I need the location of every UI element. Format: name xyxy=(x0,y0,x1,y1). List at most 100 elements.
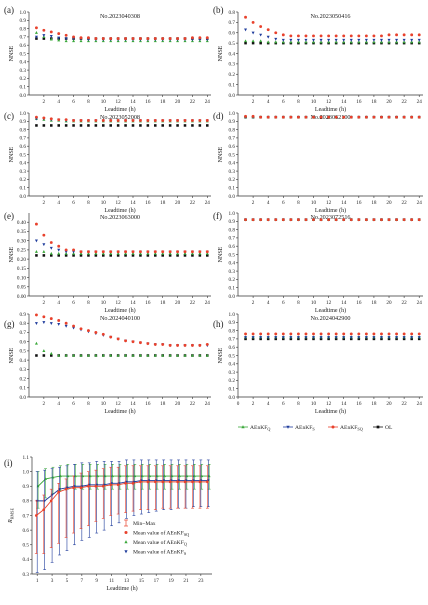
data-point xyxy=(319,336,323,339)
error-bar xyxy=(154,459,158,512)
data-point xyxy=(191,36,194,40)
error-bar xyxy=(124,465,127,513)
data-point xyxy=(387,33,391,37)
data-point xyxy=(251,114,255,118)
data-point xyxy=(402,33,406,37)
error-bar xyxy=(79,472,83,529)
y-tick-label: 0.9 xyxy=(229,320,236,326)
y-tick-label: 0.9 xyxy=(23,484,30,490)
data-point xyxy=(183,250,187,254)
data-point xyxy=(79,39,83,43)
error-bar xyxy=(43,469,47,570)
error-bar xyxy=(168,465,172,509)
x-tick-label: 3 xyxy=(51,578,54,584)
series-aenkf_sq xyxy=(244,114,421,119)
data-point xyxy=(176,250,179,254)
y-axis-label: NNSE xyxy=(9,246,15,262)
data-point xyxy=(281,40,285,44)
data-point xyxy=(42,315,46,319)
error-bar xyxy=(132,459,136,516)
y-tick-label: 0.3 xyxy=(20,367,27,373)
panel-label: (f) xyxy=(213,211,222,221)
y-axis-label: NNSE xyxy=(9,45,15,61)
x-tick-label: 20 xyxy=(386,401,392,407)
y-tick-label: 0.4 xyxy=(229,261,236,267)
data-point xyxy=(124,339,127,343)
data-point xyxy=(57,323,61,326)
data-point xyxy=(42,34,46,37)
data-point xyxy=(372,218,376,222)
data-point xyxy=(42,254,46,257)
chart-panel-i: (i)0.30.40.50.60.70.80.91.01.11 3 5 7 9 11 13 1… xyxy=(4,455,212,592)
data-point xyxy=(395,336,399,339)
data-point xyxy=(410,33,414,37)
data-point xyxy=(312,336,316,339)
data-point xyxy=(161,124,164,127)
data-point xyxy=(79,119,83,122)
x-tick-label: 16 xyxy=(145,300,151,306)
y-tick-label: 0.5 xyxy=(20,349,27,355)
data-point xyxy=(139,250,142,254)
error-bar xyxy=(139,465,142,510)
data-point xyxy=(109,335,113,339)
data-point xyxy=(72,35,75,39)
y-tick-label: 0.3 xyxy=(229,269,236,275)
data-point xyxy=(154,254,157,257)
panel-label: (c) xyxy=(4,111,14,121)
x-tick-label: 20 xyxy=(386,300,392,306)
x-tick-label: 4 xyxy=(267,200,270,206)
y-tick-label: 0.7 xyxy=(229,20,236,26)
data-point xyxy=(139,341,142,345)
data-point xyxy=(289,40,293,44)
y-tick-label: 0.0 xyxy=(229,194,236,200)
data-point xyxy=(395,40,399,44)
data-point xyxy=(57,251,61,255)
data-point xyxy=(116,353,120,357)
data-point xyxy=(161,353,165,357)
data-point xyxy=(387,336,391,339)
legend-item: Mean value of AEnKFQ xyxy=(124,539,187,547)
legend-label: AEnKFQ xyxy=(250,425,270,432)
data-point xyxy=(289,218,293,222)
panel-title: No.2023050416 xyxy=(310,13,350,20)
data-point xyxy=(131,119,135,122)
data-point xyxy=(334,40,338,44)
y-tick-label: 0.2 xyxy=(20,376,27,382)
x-tick-label: 10 xyxy=(101,300,107,306)
x-tick-label: 22 xyxy=(402,200,408,206)
error-bar xyxy=(72,464,76,546)
data-point xyxy=(281,336,285,339)
x-tick-label: 12 xyxy=(326,99,332,105)
data-point xyxy=(139,254,142,257)
error-bar xyxy=(147,459,151,513)
legend-label: Mean value of AEnKFS xyxy=(133,549,187,557)
panel-title: No.2023072516 xyxy=(310,214,350,221)
data-point xyxy=(35,354,38,357)
y-tick-label: 0.4 xyxy=(20,60,27,66)
data-point xyxy=(191,343,194,347)
data-point xyxy=(274,332,278,336)
data-point xyxy=(131,481,135,485)
data-point xyxy=(87,329,90,333)
data-point xyxy=(281,33,285,37)
y-tick-label: 0.5 xyxy=(229,152,236,158)
legend-label: AEnKFSQ xyxy=(340,425,363,432)
legend-marker xyxy=(286,425,290,429)
data-point xyxy=(64,118,68,122)
data-point xyxy=(34,341,38,345)
x-tick-label: 20 xyxy=(386,200,392,206)
data-point xyxy=(205,38,209,42)
y-tick-label: 0.35 xyxy=(17,229,26,235)
data-point xyxy=(274,218,278,222)
data-point xyxy=(304,332,308,336)
x-tick-label: 8 xyxy=(87,300,90,306)
error-bar xyxy=(139,459,143,515)
data-point xyxy=(42,28,46,32)
chart-panel-b: (b) No.2023050416 0.0 0.1 0.2 0.3 0.4 0.5 0.6 0.7… xyxy=(213,5,423,113)
y-axis-label: NNSE xyxy=(218,146,224,162)
x-tick-label: 18 xyxy=(160,200,166,206)
y-tick-label: 0.9 xyxy=(20,312,27,318)
data-point xyxy=(319,332,323,336)
data-point xyxy=(244,28,248,32)
x-tick-label: 24 xyxy=(205,99,211,105)
